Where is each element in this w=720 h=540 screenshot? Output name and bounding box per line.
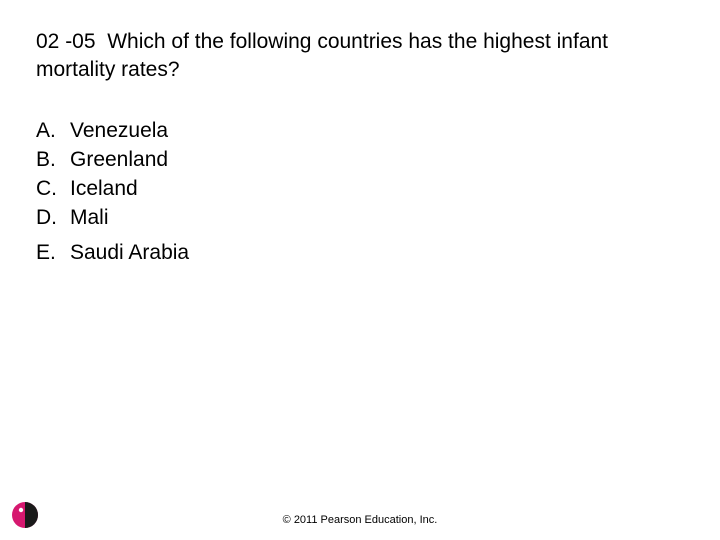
option-text: Saudi Arabia — [70, 239, 189, 268]
option-letter: C. — [36, 175, 70, 204]
option-letter: A. — [36, 117, 70, 146]
option-text: Mali — [70, 204, 109, 233]
option-text: Venezuela — [70, 117, 168, 146]
question-body: Which of the following countries has the… — [36, 30, 608, 81]
option-text: Iceland — [70, 175, 138, 204]
question-number: 02 -05 — [36, 30, 96, 53]
option-b: B. Greenland — [36, 146, 684, 175]
option-letter: B. — [36, 146, 70, 175]
copyright-text: © 2011 Pearson Education, Inc. — [0, 514, 720, 526]
option-e: E. Saudi Arabia — [36, 239, 684, 268]
option-letter: E. — [36, 239, 70, 268]
slide: 02 -05 Which of the following countries … — [0, 0, 720, 540]
option-letter: D. — [36, 204, 70, 233]
options-list: A. Venezuela B. Greenland C. Iceland D. … — [36, 117, 684, 268]
option-text: Greenland — [70, 146, 168, 175]
option-a: A. Venezuela — [36, 117, 684, 146]
publisher-logo-icon — [10, 500, 40, 530]
question-text: 02 -05 Which of the following countries … — [36, 28, 684, 85]
option-c: C. Iceland — [36, 175, 684, 204]
option-d: D. Mali — [36, 204, 684, 233]
